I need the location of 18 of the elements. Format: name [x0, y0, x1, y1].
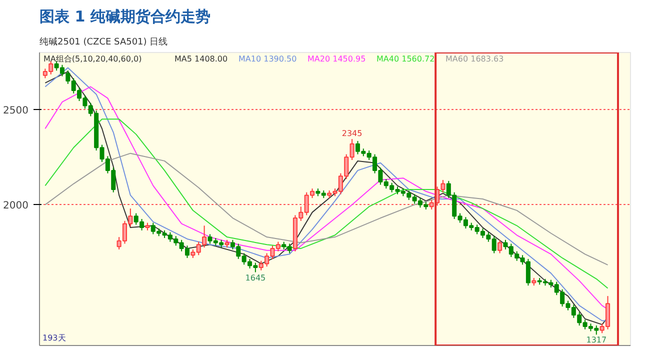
text: MA10 1390.50 — [238, 54, 297, 64]
chart-title: 图表 1 纯碱期货合约走势 — [40, 8, 210, 26]
y-tick-label: 2000 — [3, 200, 29, 212]
line-series — [44, 152, 608, 266]
text: MA60 1683.63 — [446, 54, 504, 64]
text: MA40 1560.72 — [376, 54, 435, 64]
text: MA20 1450.95 — [308, 54, 366, 64]
annotation: 193天 — [42, 334, 66, 342]
legend-title: MA组合(5,10,20,40,60,0) — [44, 54, 142, 64]
y-tick-label: 2500 — [3, 106, 29, 117]
chart-subtitle: 纯碱2501 (CZCE SA501) 日线 — [40, 36, 168, 48]
candlestick — [498, 239, 502, 254]
line-series — [44, 118, 608, 289]
annotation: 1645 — [245, 273, 266, 282]
annotation: 1317 — [586, 336, 607, 345]
annotation: 2345 — [342, 129, 362, 138]
candlestick — [429, 199, 434, 210]
text: MA5 1408.00 — [174, 54, 228, 64]
